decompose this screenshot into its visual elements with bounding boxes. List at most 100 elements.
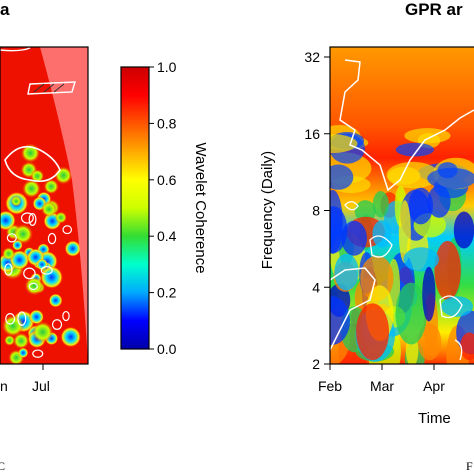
significance-contour	[20, 212, 34, 224]
significance-contour	[4, 263, 13, 276]
colorbar-tick-label: 0.2	[157, 285, 177, 301]
significance-contour	[28, 282, 38, 291]
coherence-blob	[387, 166, 421, 185]
coherence-spot	[10, 195, 22, 207]
left-heatmap-field	[0, 47, 88, 364]
coherence-blob	[437, 162, 458, 179]
colorbar-tick-label: 0.4	[157, 228, 177, 244]
coherence-blob	[441, 296, 474, 317]
significance-contour	[4, 145, 61, 183]
colorbar: 0.0 0.2 0.4 0.6 0.8 1.0 Wavelet Coherence	[120, 59, 209, 357]
significance-contour	[62, 225, 73, 235]
coherence-spot	[41, 201, 57, 218]
y-tick-label: 8	[312, 203, 320, 219]
coherence-blob	[422, 266, 436, 322]
significance-contour	[454, 339, 463, 361]
coherence-spot	[12, 223, 34, 245]
y-tick-label: 4	[312, 279, 320, 295]
left-panel-title: a	[0, 0, 10, 19]
x-tick-label: Feb	[318, 378, 342, 394]
y-tick-label: 2	[312, 356, 320, 372]
colorbar-tick-label: 0.6	[157, 172, 177, 188]
coherence-blob	[330, 134, 358, 154]
colorbar-tick-label: 1.0	[157, 59, 177, 75]
colorbar-tick-label: 0.0	[157, 341, 177, 357]
left-heatmap-panel: a n Jul C	[0, 0, 89, 473]
right-panel-title: GPR ar	[405, 0, 463, 19]
coherence-spot	[48, 293, 63, 308]
coherence-blob	[330, 296, 350, 346]
x-tick-label: Apr	[423, 378, 445, 394]
significance-contour	[339, 59, 474, 192]
coherence-spot	[40, 265, 64, 289]
coherence-blob	[395, 282, 427, 345]
significance-contour	[51, 319, 63, 330]
y-axis-label: Frequency (Daily)	[259, 151, 276, 269]
coherence-spot	[60, 326, 81, 348]
right-panel-note: F	[466, 459, 473, 473]
colorbar-scale	[120, 66, 150, 350]
significance-contour	[330, 267, 376, 351]
y-tick-label: 32	[304, 49, 320, 65]
hatch-mark	[33, 83, 65, 93]
coherence-blob	[372, 220, 392, 248]
coherence-spot	[30, 169, 45, 184]
left-x-tick-label: Jul	[32, 378, 50, 394]
colorbar-ticks: 0.0 0.2 0.4 0.6 0.8 1.0	[149, 59, 177, 357]
coherence-spot	[3, 334, 16, 346]
significance-contour	[439, 295, 463, 319]
significance-contour	[5, 313, 16, 325]
significance-contour	[369, 235, 393, 258]
coherence-blob	[403, 247, 440, 272]
coherence-spot	[12, 332, 30, 350]
coherence-spot	[2, 247, 16, 261]
y-tick-label: 16	[304, 126, 320, 142]
coherence-spot	[22, 179, 41, 199]
coherence-blob	[404, 128, 451, 144]
significance-contour	[6, 233, 17, 243]
significance-contour	[344, 201, 359, 211]
colorbar-tick-label: 0.8	[157, 115, 177, 131]
right-x-ticks: FebMarAprI	[318, 364, 445, 394]
right-y-ticks: 2 4 8 16 32	[304, 49, 330, 372]
significance-contour	[0, 47, 31, 52]
left-heatmap-spots	[0, 143, 81, 364]
coherence-blob	[330, 164, 354, 190]
coherence-blob	[372, 191, 389, 218]
coherence-spot	[0, 210, 16, 231]
coherence-blob	[395, 142, 435, 157]
right-heatmap-blobs	[330, 124, 474, 364]
coherence-blob	[408, 187, 434, 225]
coherence-blob	[356, 303, 390, 361]
cone-of-influence	[40, 47, 88, 364]
colorbar-label: Wavelet Coherence	[192, 142, 209, 273]
left-x-tick-label: n	[0, 378, 8, 394]
coherence-blob	[417, 323, 442, 361]
coherence-spot	[36, 258, 48, 271]
coherence-spot	[24, 276, 44, 296]
left-panel-note: C	[0, 459, 5, 473]
significance-contour	[32, 349, 44, 358]
significance-contour	[47, 232, 57, 245]
coherence-spot	[43, 178, 59, 195]
right-heatmap-panel: GPR ar Frequency (Daily) 2 4 8 16 32 Feb Mar A…	[259, 0, 474, 473]
coherence-spot	[54, 211, 68, 224]
significance-contour	[23, 267, 36, 280]
left-plot-frame	[0, 46, 89, 365]
significance-contour	[40, 266, 53, 275]
significance-contour	[28, 212, 37, 226]
right-heatmap-field	[330, 47, 474, 364]
coherence-blob	[434, 240, 461, 301]
coherence-blob	[334, 253, 359, 291]
x-tick-label: Mar	[370, 378, 394, 394]
coherence-spot	[1, 314, 25, 338]
x-axis-label: Time	[418, 410, 451, 427]
coherence-spot	[64, 240, 81, 257]
coherence-blob	[341, 220, 367, 256]
coherence-spot	[18, 347, 29, 358]
coherence-spot	[31, 321, 54, 343]
coherence-spot	[12, 239, 23, 251]
significance-contour	[27, 81, 76, 95]
coherence-blob	[460, 332, 474, 361]
